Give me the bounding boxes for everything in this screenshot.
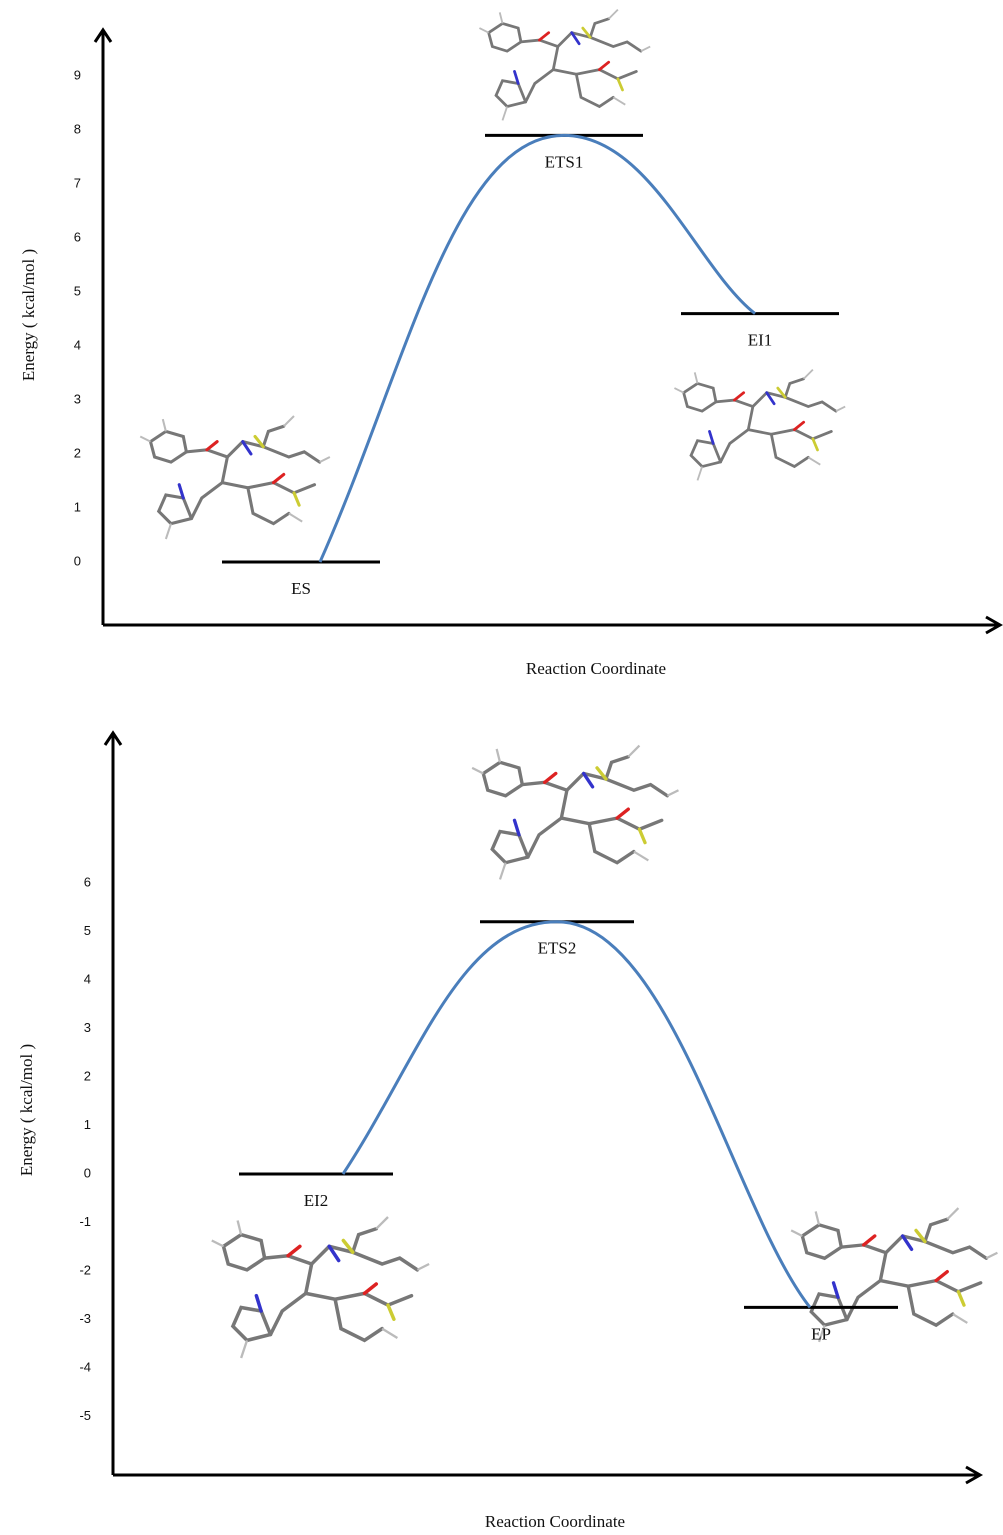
y-tick-label: 0: [84, 1165, 91, 1180]
figure: 0 1 2 3 4 5 6 7 8 9 Energy ( kcal/mol ) Reaction Co…: [0, 0, 1003, 1535]
level-label: ETS1: [545, 152, 584, 171]
y-tick-label: 5: [74, 283, 81, 298]
y-tick-label: -3: [79, 1311, 91, 1326]
y-tick-label: 5: [84, 923, 91, 938]
level-label: EI1: [748, 331, 773, 350]
molecule-images: [140, 10, 997, 1358]
y-tick-label: -4: [79, 1359, 91, 1374]
x-axis-title: Reaction Coordinate: [485, 1512, 625, 1531]
y-tick-label: 8: [74, 121, 81, 136]
level-label: ES: [291, 579, 311, 598]
y-axis-title: Energy ( kcal/mol ): [19, 249, 38, 381]
level-label: EP: [811, 1324, 831, 1343]
y-tick-label: 4: [84, 971, 91, 986]
molecule: [140, 416, 330, 539]
molecule: [479, 10, 650, 121]
reaction-path: [320, 135, 755, 562]
molecule: [472, 746, 678, 880]
y-tick-label: 3: [84, 1020, 91, 1035]
y-tick-label: 2: [74, 445, 81, 460]
y-tick-label: 1: [84, 1117, 91, 1132]
y-tick-label: 7: [74, 175, 81, 190]
level-label: ETS2: [538, 939, 577, 958]
y-tick-label: 4: [74, 337, 81, 352]
y-axis-title: Energy ( kcal/mol ): [17, 1044, 36, 1176]
y-tick-label: 9: [74, 67, 81, 82]
y-tick-label: 3: [74, 391, 81, 406]
level-label: EI2: [304, 1191, 329, 1210]
y-tick-label: 0: [74, 553, 81, 568]
x-axis-title: Reaction Coordinate: [526, 659, 666, 678]
molecule: [212, 1217, 429, 1358]
molecule: [674, 370, 845, 481]
y-tick-label: 6: [74, 229, 81, 244]
y-tick-label: -5: [79, 1408, 91, 1423]
y-tick-label: 2: [84, 1068, 91, 1083]
y-tick-label: 6: [84, 874, 91, 889]
reaction-path: [343, 922, 810, 1308]
y-tick-label: -2: [79, 1262, 91, 1277]
y-tick-label: -1: [79, 1214, 91, 1229]
molecule: [791, 1208, 997, 1342]
y-tick-label: 1: [74, 499, 81, 514]
chart: -5 -4 -3 -2 -1 0 1 2 3 4 5 6 Energy ( kcal/mol ) Reac…: [17, 733, 980, 1531]
chart: 0 1 2 3 4 5 6 7 8 9 Energy ( kcal/mol ) Reaction Co…: [19, 30, 1000, 678]
